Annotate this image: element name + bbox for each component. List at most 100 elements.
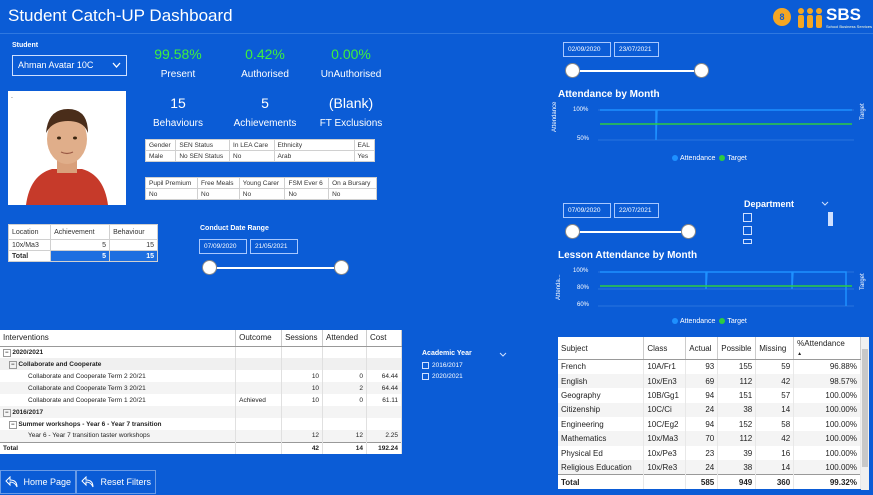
subject-row[interactable]: French 10A/Fr1 93 155 59 96.88%	[558, 359, 861, 374]
intervention-row[interactable]: Collaborate and Cooperate Term 2 20/21 1…	[0, 370, 402, 382]
academic-year-checkbox[interactable]	[422, 373, 429, 380]
conduct-slider-start-handle[interactable]	[202, 260, 217, 275]
profile-header-cell: SEN Status	[175, 139, 231, 151]
intervention-outcome	[235, 418, 283, 430]
lesson-slider-start-handle[interactable]	[565, 224, 580, 239]
intervention-name: Collaborate and Cooperate Term 2 20/21	[0, 370, 237, 382]
subject-cell: Engineering	[558, 417, 645, 432]
kpi-behaviours-label: Behaviours	[152, 118, 204, 129]
department-label: Department	[744, 199, 795, 209]
lesson-start-date[interactable]: 07/09/2020	[563, 203, 611, 218]
intervention-name: − 2016/2017	[0, 406, 237, 418]
attendance-y-tick: 50%	[577, 136, 590, 142]
intervention-attended: 0	[322, 370, 368, 382]
lesson-slider-track[interactable]	[573, 231, 690, 233]
student-select-value: Ahman Avatar 10C	[18, 60, 94, 70]
sort-asc-icon: ▲	[797, 351, 803, 357]
flags-value-row: No No No No No	[144, 188, 377, 200]
department-checkbox[interactable]	[743, 226, 752, 235]
collapse-icon[interactable]: −	[3, 408, 11, 417]
profile-header-cell: In LEA Care	[229, 139, 275, 151]
subject-cell: Geography	[558, 388, 645, 403]
collapse-icon[interactable]: −	[9, 420, 17, 429]
scrollbar-thumb[interactable]	[862, 349, 868, 467]
intervention-cost	[366, 358, 402, 370]
interventions-header[interactable]: Attended	[322, 330, 368, 347]
subject-row[interactable]: Religious Education 10x/Re3 24 38 14 100.00%	[558, 460, 861, 475]
chevron-down-icon	[112, 62, 121, 68]
student-select[interactable]: Ahman Avatar 10C	[12, 55, 127, 76]
subject-row[interactable]: Physical Ed 10x/Pe3 23 39 16 100.00%	[558, 445, 861, 461]
intervention-name: Collaborate and Cooperate Term 1 20/21	[0, 394, 237, 406]
intervention-total-cell: 192.24	[366, 442, 402, 454]
intervention-row[interactable]: Collaborate and Cooperate Term 1 20/21 A…	[0, 394, 402, 406]
subject-cell: Religious Education	[558, 460, 645, 475]
interventions-header[interactable]: Interventions	[0, 330, 237, 347]
legend-dot-target	[719, 155, 726, 162]
conduct-slider-track[interactable]	[210, 267, 343, 269]
interventions-header[interactable]: Cost	[366, 330, 402, 347]
subject-cell: 94	[685, 417, 719, 432]
subject-cell: 100.00%	[793, 388, 861, 403]
department-scrollbar[interactable]	[828, 212, 833, 226]
department-checkbox[interactable]	[743, 213, 752, 222]
intervention-row[interactable]: Collaborate and Cooperate Term 3 20/21 1…	[0, 382, 402, 394]
profile-table: Gender SEN Status In LEA Care Ethnicity …	[144, 139, 376, 162]
attendance-start-date[interactable]: 02/09/2020	[563, 42, 611, 57]
academic-year-option[interactable]: 2020/2021	[422, 373, 463, 380]
intervention-cost	[366, 346, 402, 358]
subject-cell: 24	[685, 402, 719, 418]
intervention-group-row[interactable]: − Collaborate and Cooperate	[0, 358, 402, 370]
profile-header-cell: Ethnicity	[273, 139, 355, 151]
subject-header[interactable]: Missing	[755, 337, 795, 360]
conduct-end-date[interactable]: 21/05/2021	[250, 239, 298, 254]
lesson-slider-end-handle[interactable]	[681, 224, 696, 239]
chevron-down-icon[interactable]	[821, 201, 829, 206]
attendance-slider-start-handle[interactable]	[565, 63, 580, 78]
academic-year-option[interactable]: 2016/2017	[422, 362, 463, 369]
user-avatar[interactable]: 8	[773, 8, 791, 26]
subject-row[interactable]: Engineering 10C/Eg2 94 152 58 100.00%	[558, 417, 861, 432]
location-header-cell: Behaviour	[109, 224, 158, 240]
subject-cell: Mathematics	[558, 431, 645, 446]
attendance-y-tick: 100%	[573, 107, 589, 113]
interventions-header[interactable]: Sessions	[281, 330, 324, 347]
subject-row[interactable]: Citizenship 10C/Ci 24 38 14 100.00%	[558, 402, 861, 418]
collapse-icon[interactable]: −	[9, 360, 17, 369]
intervention-attended: 0	[322, 394, 368, 406]
attendance-slider-track[interactable]	[573, 70, 703, 72]
subject-cell: 23	[685, 445, 719, 461]
intervention-year-row[interactable]: − 2020/2021	[0, 346, 402, 358]
subject-total-cell: 99.32%	[793, 474, 861, 490]
intervention-year-row[interactable]: − 2016/2017	[0, 406, 402, 418]
subject-header[interactable]: Possible	[717, 337, 757, 360]
subject-total-cell	[643, 474, 687, 490]
subject-cell: 16	[755, 445, 795, 461]
subject-header[interactable]: %Attendance ▲	[793, 337, 861, 360]
subject-row[interactable]: English 10x/En3 69 112 42 98.57%	[558, 373, 861, 389]
intervention-outcome	[235, 346, 283, 358]
subject-header[interactable]: Actual	[685, 337, 719, 360]
subject-header[interactable]: Subject	[558, 337, 645, 360]
lesson-y-tick: 60%	[577, 302, 590, 308]
intervention-group-row[interactable]: − Summer workshops - Year 6 - Year 7 tra…	[0, 418, 402, 430]
subject-header[interactable]: Class	[643, 337, 687, 360]
subject-table-scrollbar[interactable]	[861, 337, 869, 490]
conduct-slider-end-handle[interactable]	[334, 260, 349, 275]
chevron-down-icon[interactable]	[499, 352, 507, 357]
subject-cell: 38	[717, 460, 757, 475]
home-page-button[interactable]: Home Page	[0, 470, 76, 494]
attendance-end-date[interactable]: 23/07/2021	[614, 42, 659, 57]
intervention-row[interactable]: Year 6 - Year 7 transition taster worksh…	[0, 430, 402, 442]
academic-year-checkbox[interactable]	[422, 362, 429, 369]
department-checkbox[interactable]	[743, 239, 752, 244]
reset-filters-button[interactable]: Reset Filters	[76, 470, 156, 494]
subject-row[interactable]: Geography 10B/Gg1 94 151 57 100.00%	[558, 388, 861, 403]
lesson-end-date[interactable]: 22/07/2021	[614, 203, 659, 218]
conduct-start-date[interactable]: 07/09/2020	[199, 239, 247, 254]
attendance-slider-end-handle[interactable]	[694, 63, 709, 78]
subject-cell: 14	[755, 402, 795, 418]
subject-row[interactable]: Mathematics 10x/Ma3 70 112 42 100.00%	[558, 431, 861, 446]
collapse-icon[interactable]: −	[3, 348, 11, 357]
interventions-header[interactable]: Outcome	[235, 330, 283, 347]
